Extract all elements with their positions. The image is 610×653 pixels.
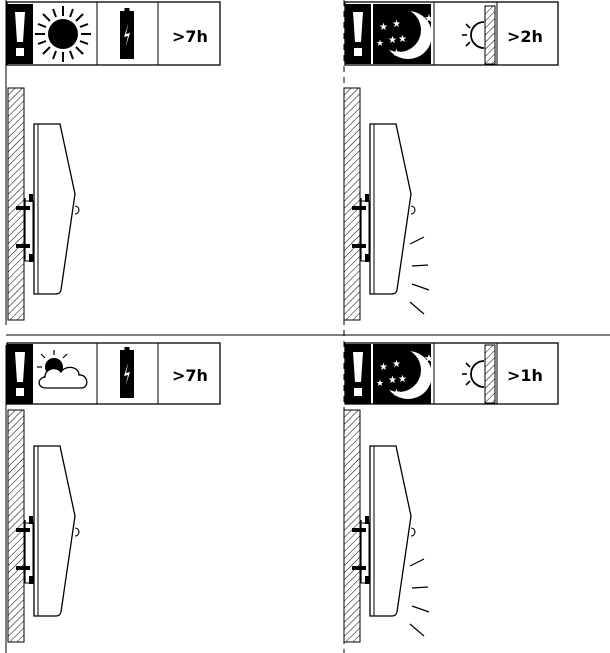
battery-charging-icon (120, 8, 134, 59)
wall-lamp-icon (343, 409, 416, 643)
panel-day-sun: >7h (6, 1, 221, 321)
info-box: >2h (344, 1, 559, 66)
exclamation-icon (7, 4, 33, 64)
wall-lamp-icon (7, 409, 80, 643)
exclamation-icon (7, 344, 33, 404)
wall-lamp-icon (343, 87, 416, 321)
panel-day-cloudy: >7h (6, 342, 221, 643)
moon-stars-icon (373, 4, 434, 64)
light-rays-icon (409, 558, 430, 637)
info-box: >7h (6, 1, 221, 66)
hours-label: >7h (172, 27, 208, 46)
wall-lamp-icon (7, 87, 80, 321)
info-box: >1h (344, 342, 559, 405)
info-box: >7h (6, 342, 221, 405)
panel-night-light-2: >1h (343, 342, 559, 643)
moon-stars-icon (373, 344, 434, 404)
hours-label: >2h (507, 27, 543, 46)
battery-charging-icon (120, 347, 134, 398)
frame-lines (5, 0, 610, 653)
hours-label: >7h (172, 366, 208, 385)
hours-label: >1h (507, 366, 543, 385)
panel-night-light: >2h (343, 1, 559, 321)
light-rays-icon (409, 236, 430, 315)
exclamation-icon (345, 344, 371, 404)
exclamation-icon (345, 4, 371, 64)
sun-icon (34, 5, 92, 63)
